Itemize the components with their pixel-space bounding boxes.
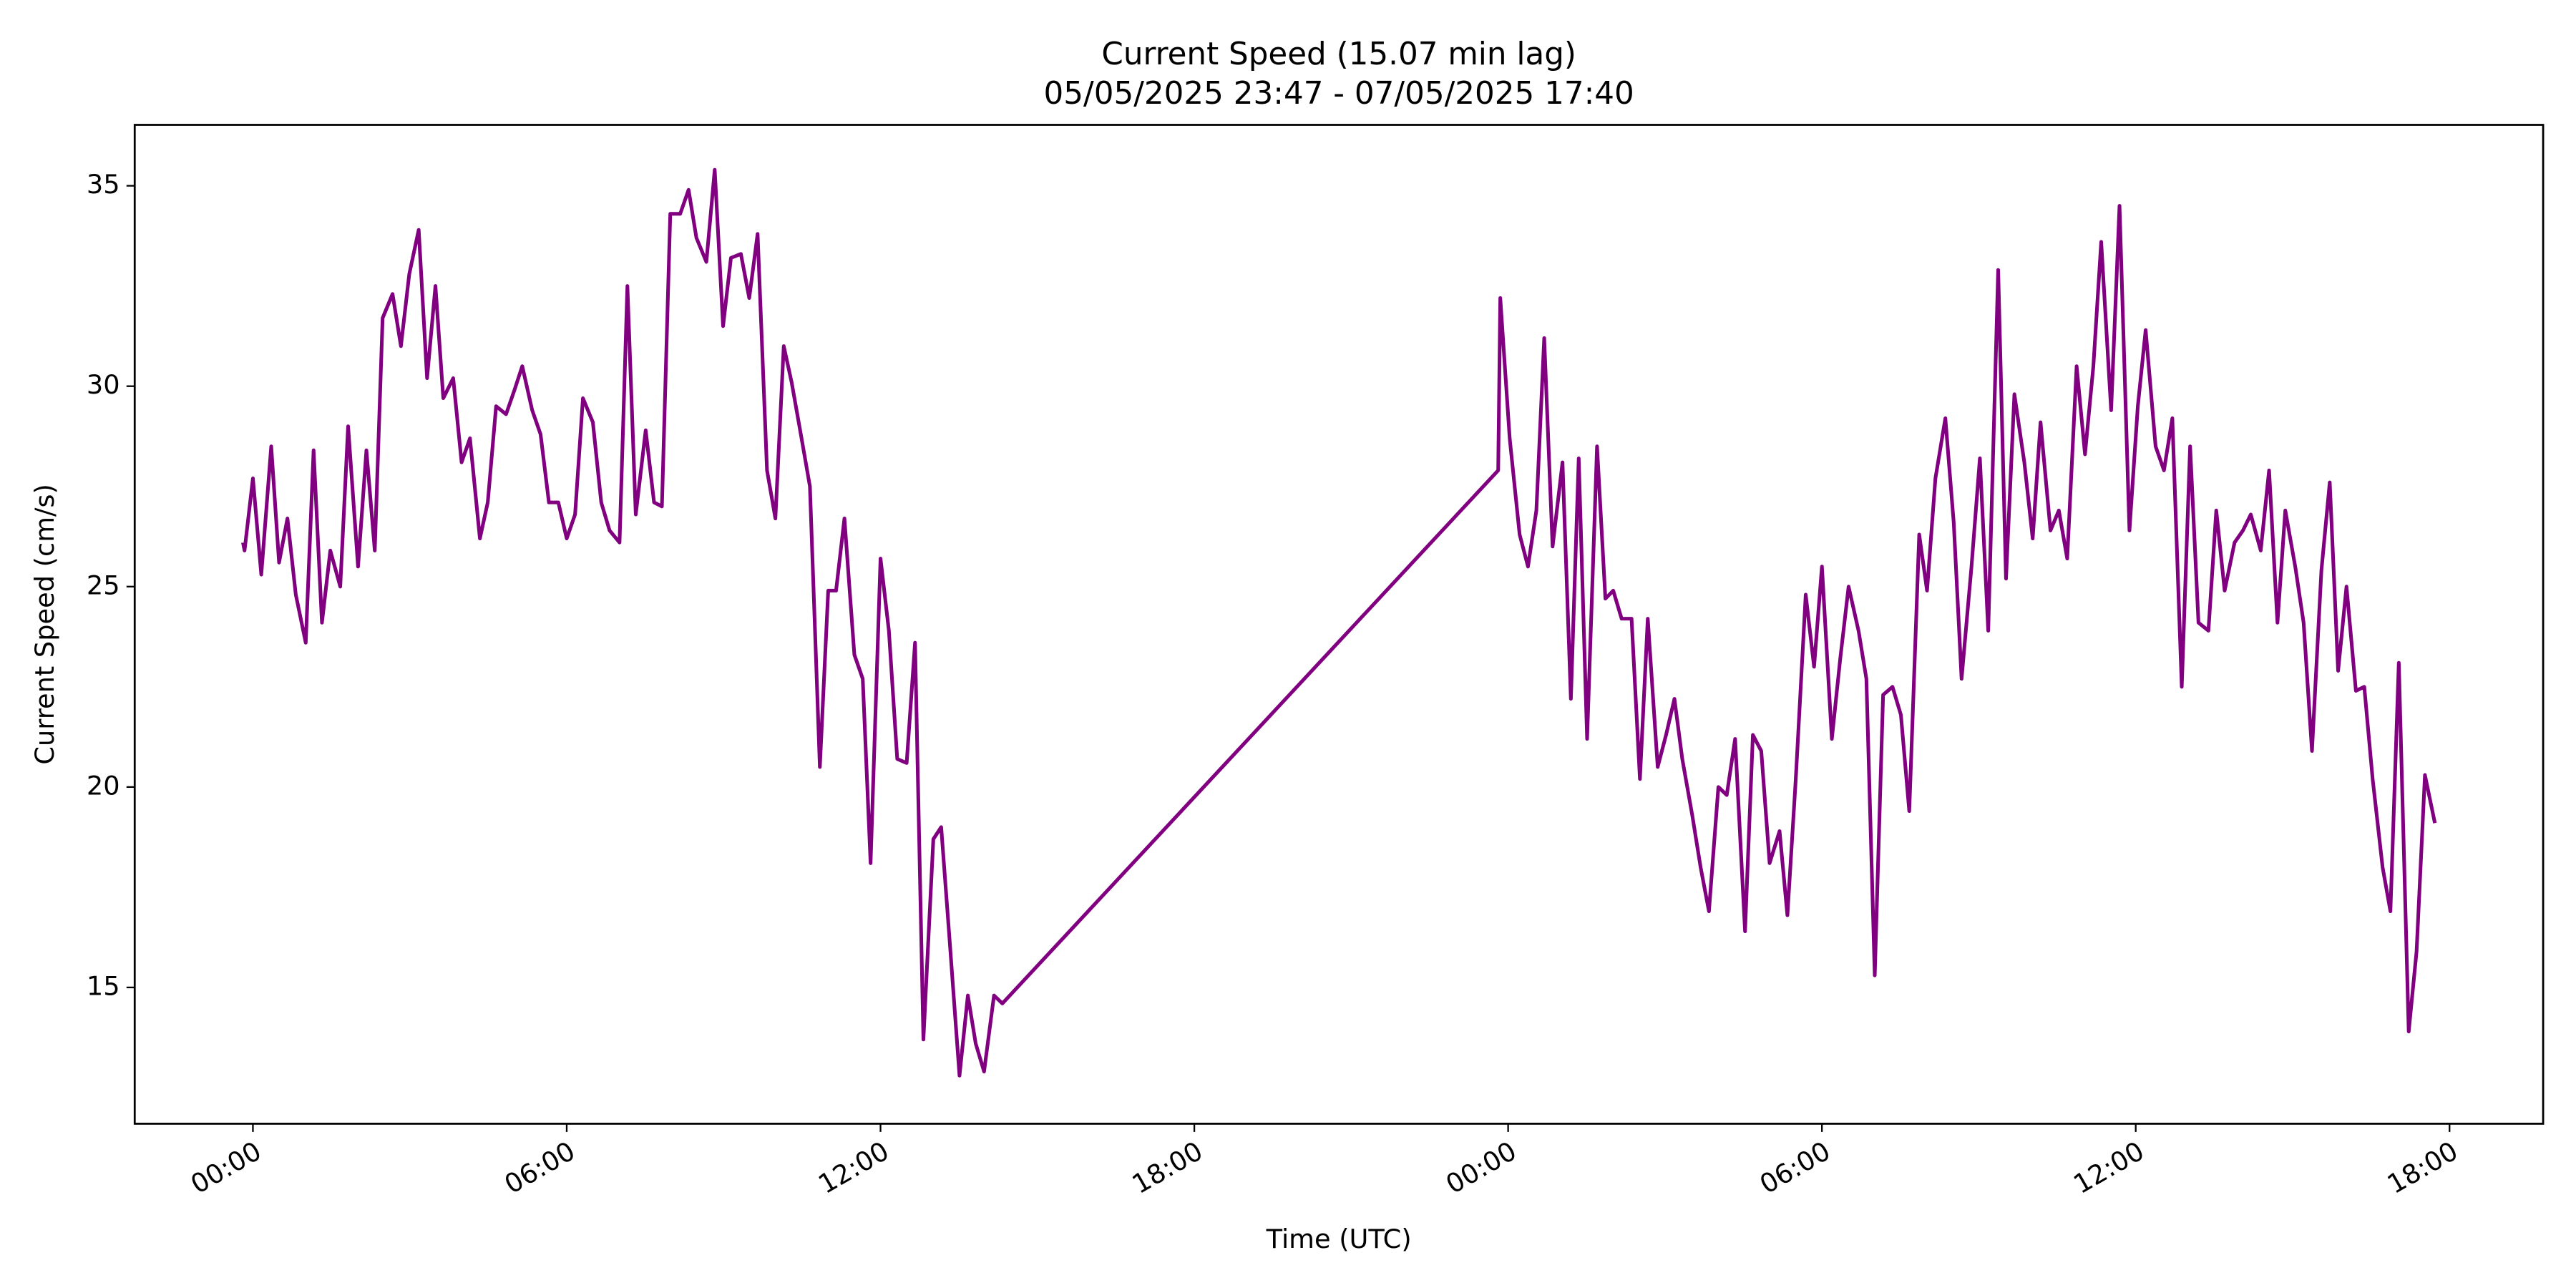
chart-title: Current Speed (15.07 min lag) xyxy=(1101,36,1576,72)
y-tick-label: 20 xyxy=(87,770,120,801)
y-tick-label: 35 xyxy=(87,169,120,200)
y-axis-label: Current Speed (cm/s) xyxy=(29,484,60,764)
plot-frame xyxy=(133,124,2545,1125)
y-tick-label: 15 xyxy=(87,970,120,1001)
data-line xyxy=(241,167,2437,1078)
y-tick-label: 25 xyxy=(87,570,120,600)
x-axis-label: Time (UTC) xyxy=(1266,1224,1412,1254)
y-tick-label: 30 xyxy=(87,369,120,400)
chart-subtitle: 05/05/2025 23:47 - 07/05/2025 17:40 xyxy=(1044,76,1634,112)
